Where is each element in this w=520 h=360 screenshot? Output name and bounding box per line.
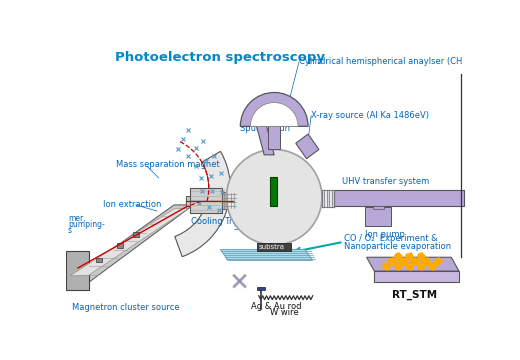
Bar (322, 190, 334, 207)
Circle shape (227, 149, 322, 245)
Bar (365, 207, 391, 226)
Polygon shape (70, 209, 188, 276)
Wedge shape (175, 152, 230, 257)
Text: Sputter gun: Sputter gun (240, 124, 290, 133)
Bar (186, 195, 233, 206)
Polygon shape (220, 249, 313, 260)
Bar (117, 243, 123, 248)
Bar (268, 126, 280, 149)
Wedge shape (240, 93, 308, 126)
Text: Photoelectron spectroscopy: Photoelectron spectroscopy (115, 51, 326, 64)
Text: pumping-: pumping- (68, 220, 105, 229)
Text: substra: substra (259, 244, 285, 250)
Text: Nanoparticle evaporation: Nanoparticle evaporation (344, 242, 451, 251)
Text: mer,: mer, (68, 214, 85, 223)
Text: Ion extraction: Ion extraction (103, 199, 162, 208)
Text: HOPG: HOPG (279, 186, 304, 195)
Text: Cylindrical hemispherical anaylser (CH: Cylindrical hemispherical anaylser (CH (299, 57, 462, 66)
Bar (133, 232, 139, 237)
Text: RT_STM: RT_STM (392, 289, 437, 300)
Text: UHV transfer system: UHV transfer system (342, 177, 429, 186)
Bar (257, 243, 291, 251)
Text: Ag & Au rod: Ag & Au rod (251, 302, 302, 311)
Bar (222, 192, 236, 209)
Polygon shape (66, 251, 89, 289)
Text: CO / O₂  Experiment &: CO / O₂ Experiment & (344, 234, 437, 243)
Bar (257, 287, 265, 289)
Text: s: s (68, 226, 72, 235)
Polygon shape (255, 120, 274, 155)
Bar (189, 188, 222, 213)
Polygon shape (66, 205, 193, 282)
Text: W wire: W wire (270, 308, 299, 317)
Bar (373, 206, 384, 209)
Text: SiO₂/Si: SiO₂/Si (279, 192, 307, 201)
Polygon shape (367, 257, 459, 271)
Text: X-ray source (Al Ka 1486eV): X-ray source (Al Ka 1486eV) (311, 111, 429, 120)
Bar (269, 177, 277, 206)
Text: Magnetron cluster source: Magnetron cluster source (72, 303, 180, 312)
Text: Cooling Trap: Cooling Trap (191, 217, 243, 226)
Bar (96, 258, 102, 262)
Polygon shape (374, 271, 459, 282)
Text: Mass separation magnet: Mass separation magnet (116, 160, 220, 169)
Text: Ion pump: Ion pump (365, 230, 405, 239)
Bar (334, 190, 464, 206)
Wedge shape (250, 103, 298, 126)
Polygon shape (296, 134, 319, 159)
Text: Soft landing: Soft landing (234, 222, 284, 231)
